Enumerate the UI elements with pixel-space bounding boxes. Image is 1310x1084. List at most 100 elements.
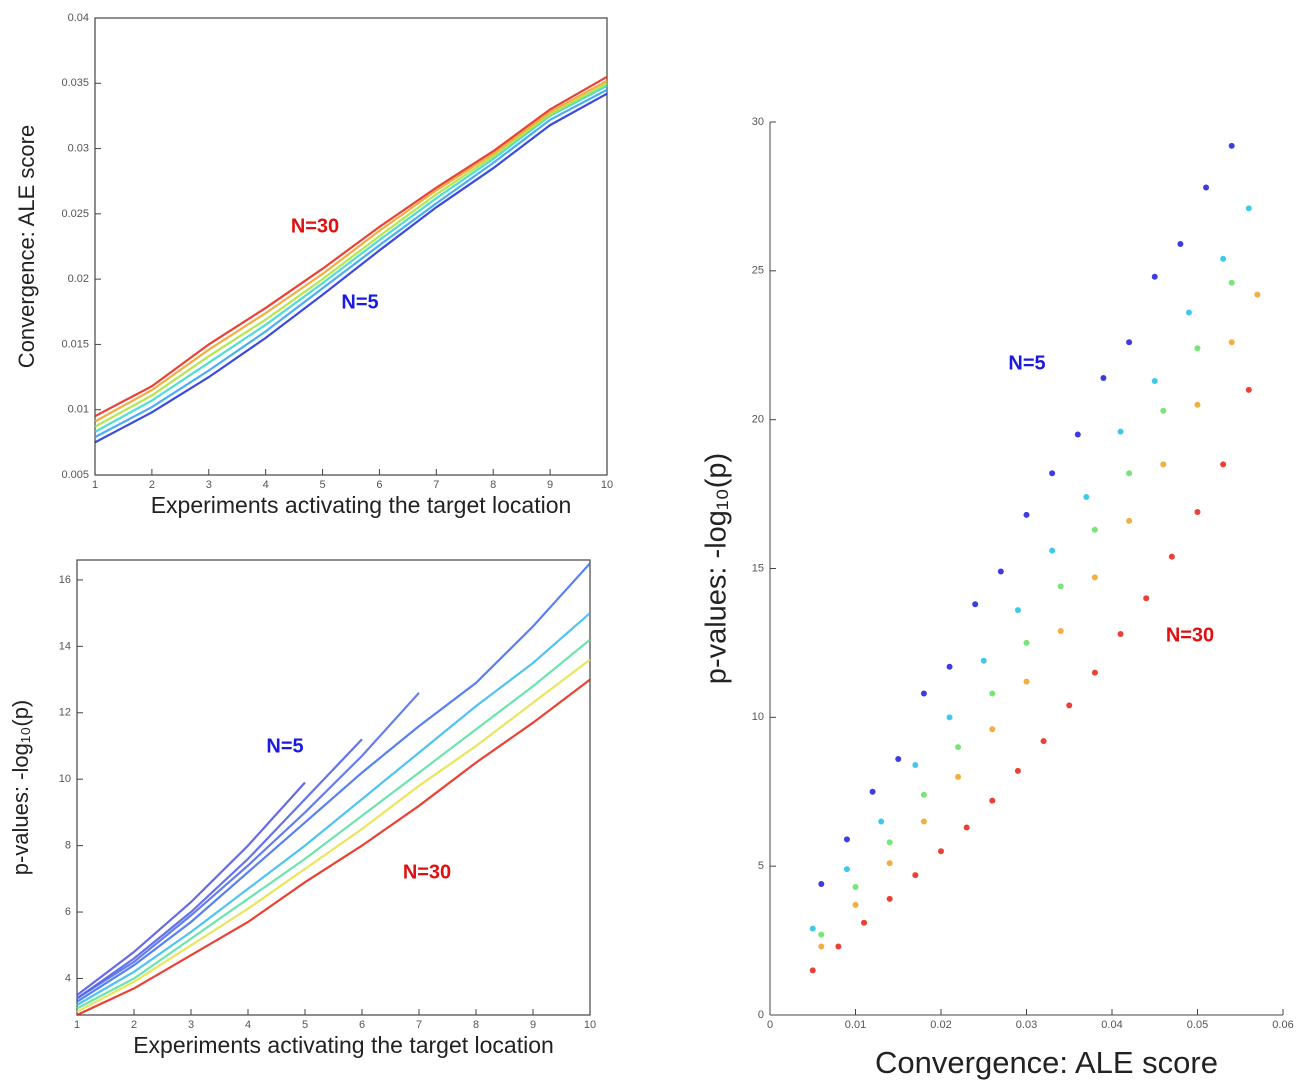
series-line (76, 678, 591, 1016)
scatter-point (1168, 553, 1175, 560)
x-tick-label: 0.04 (1101, 1019, 1122, 1031)
scatter-point (1245, 205, 1252, 212)
scatter-point (1074, 431, 1081, 438)
scatter-point (878, 818, 885, 825)
scatter-point (1083, 494, 1090, 501)
x-axis-label: Convergence: ALE score (875, 1045, 1218, 1080)
y-tick-label: 10 (59, 773, 71, 785)
annotation: N=30 (1166, 624, 1214, 646)
series-line (94, 92, 608, 444)
x-tick-label: 9 (547, 479, 553, 491)
scatter-point (1014, 607, 1021, 614)
x-tick-label: 0.06 (1272, 1019, 1293, 1031)
scatter-point (980, 657, 987, 664)
y-axis-label: p-values: -log₁₀(p) (8, 700, 33, 876)
annotation: N=30 (403, 861, 451, 883)
scatter-point (997, 568, 1004, 575)
scatter-point (835, 943, 842, 950)
series-line (94, 75, 608, 418)
scatter-point (1143, 595, 1150, 602)
x-tick-label: 1 (92, 479, 98, 491)
scatter-point (1057, 583, 1064, 590)
scatter-point (1194, 508, 1201, 515)
scatter-point (1023, 511, 1030, 518)
series-line (94, 88, 608, 439)
y-tick-label: 30 (752, 116, 764, 128)
y-tick-label: 5 (758, 860, 764, 872)
scatter-point (869, 788, 876, 795)
plot-frame (94, 17, 608, 476)
scatter-point (963, 824, 970, 831)
x-tick-label: 10 (601, 479, 613, 491)
x-tick-label: 2 (149, 479, 155, 491)
scatter-point (809, 967, 816, 974)
scatter-point (1126, 470, 1133, 477)
scatter-point (1228, 142, 1235, 149)
scatter-point (1117, 630, 1124, 637)
series-line (94, 79, 608, 423)
scatter-point (861, 919, 868, 926)
y-tick-label: 4 (65, 972, 71, 984)
series-line (76, 738, 363, 1000)
scatter-point (955, 744, 962, 751)
y-tick-label: 0.02 (68, 273, 89, 285)
scatter-point (1040, 738, 1047, 745)
scatter-point (1177, 241, 1184, 248)
scatter-point (989, 726, 996, 733)
scatter-point (1091, 574, 1098, 581)
series-line (76, 638, 591, 1010)
scatter-point (818, 931, 825, 938)
plot-frame (76, 559, 591, 1016)
scatter-point (1228, 279, 1235, 286)
scatter-point (886, 895, 893, 902)
series-line (76, 612, 591, 1006)
annotation: N=30 (291, 215, 339, 237)
scatter-point (1151, 273, 1158, 280)
scatter-point (1254, 291, 1261, 298)
scatter-point (1014, 767, 1021, 774)
scatter-point (946, 663, 953, 670)
scatter-point (912, 761, 919, 768)
scatter-point (843, 836, 850, 843)
scatter-point (955, 773, 962, 780)
y-tick-label: 15 (752, 562, 764, 574)
scatter-point (843, 866, 850, 873)
x-tick-label: 0 (767, 1019, 773, 1031)
x-axis-label: Experiments activating the target locati… (151, 492, 572, 518)
x-tick-label: 7 (416, 1019, 422, 1031)
scatter-point (1100, 374, 1107, 381)
series-line (76, 692, 420, 1000)
y-axis-label: Convergence: ALE score (14, 125, 39, 368)
scatter-point (1057, 628, 1064, 635)
scatter-point (1091, 526, 1098, 533)
scatter-point (946, 714, 953, 721)
scatter-point (852, 901, 859, 908)
series-line (76, 562, 591, 1003)
scatter-point (818, 943, 825, 950)
scatter-point (1185, 309, 1192, 316)
y-tick-label: 0.005 (61, 469, 89, 481)
scatter-point (1160, 461, 1167, 468)
scatter-point (1220, 461, 1227, 468)
scatter-point (1049, 547, 1056, 554)
scatter-point (886, 860, 893, 867)
scatter-point (1194, 345, 1201, 352)
y-axis-label: p-values: -log₁₀(p) (701, 453, 733, 684)
y-tick-label: 10 (752, 711, 764, 723)
y-tick-label: 20 (752, 414, 764, 426)
y-tick-label: 16 (59, 574, 71, 586)
x-tick-label: 3 (188, 1019, 194, 1031)
x-tick-label: 6 (376, 479, 382, 491)
x-tick-label: 8 (490, 479, 496, 491)
series-line (76, 658, 591, 1013)
scatter-point (818, 881, 825, 888)
scatter-point (1245, 386, 1252, 393)
x-tick-label: 0.01 (845, 1019, 866, 1031)
y-tick-label: 0.015 (61, 338, 89, 350)
scatter-point (972, 601, 979, 608)
x-tick-label: 8 (473, 1019, 479, 1031)
series-line (94, 84, 608, 433)
x-tick-label: 4 (263, 479, 269, 491)
x-tick-label: 3 (206, 479, 212, 491)
x-tick-label: 9 (530, 1019, 536, 1031)
